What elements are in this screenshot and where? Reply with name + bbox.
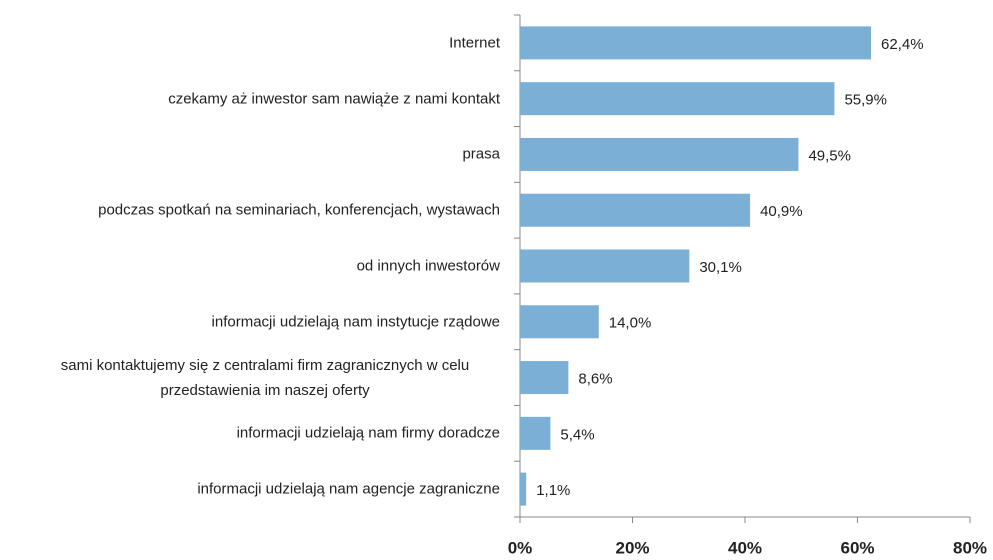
category-label: czekamy aż inwestor sam nawiąże z nami k… <box>168 90 500 108</box>
category-label: sami kontaktujemy się z centralami firm … <box>60 356 470 399</box>
category-label: prasa <box>462 145 500 163</box>
bar <box>520 249 690 283</box>
x-tick-label: 0% <box>508 538 533 557</box>
bar <box>520 416 551 450</box>
value-label: 14,0% <box>609 315 652 332</box>
value-label: 55,9% <box>844 92 887 109</box>
value-label: 62,4% <box>881 36 924 53</box>
category-label: informacji udzielają nam instytucje rząd… <box>211 313 500 331</box>
bar <box>520 137 799 171</box>
value-label: 30,1% <box>699 259 742 276</box>
x-tick-label: 20% <box>615 538 649 557</box>
value-label: 1,1% <box>536 482 570 499</box>
x-tick-label: 40% <box>728 538 762 557</box>
bar <box>520 26 871 60</box>
category-label: od innych inwestorów <box>356 257 500 275</box>
category-label: informacji udzielają nam firmy doradcze <box>236 424 500 442</box>
bar <box>520 82 835 116</box>
bar <box>520 305 599 339</box>
value-label: 8,6% <box>578 371 612 388</box>
bar <box>520 472 527 506</box>
x-tick-label: 60% <box>840 538 874 557</box>
category-label: informacji udzielają nam agencje zagrani… <box>197 480 500 498</box>
category-label: podczas spotkań na seminariach, konferen… <box>98 201 500 219</box>
bar <box>520 361 569 395</box>
value-label: 49,5% <box>808 147 851 164</box>
value-label: 40,9% <box>760 203 803 220</box>
x-tick-label: 80% <box>953 538 987 557</box>
bar <box>520 193 751 227</box>
category-label: Internet <box>449 34 500 52</box>
value-label: 5,4% <box>560 426 594 443</box>
